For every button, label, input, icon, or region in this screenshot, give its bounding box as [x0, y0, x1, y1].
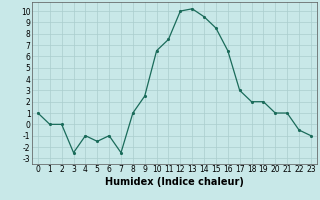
- X-axis label: Humidex (Indice chaleur): Humidex (Indice chaleur): [105, 177, 244, 187]
